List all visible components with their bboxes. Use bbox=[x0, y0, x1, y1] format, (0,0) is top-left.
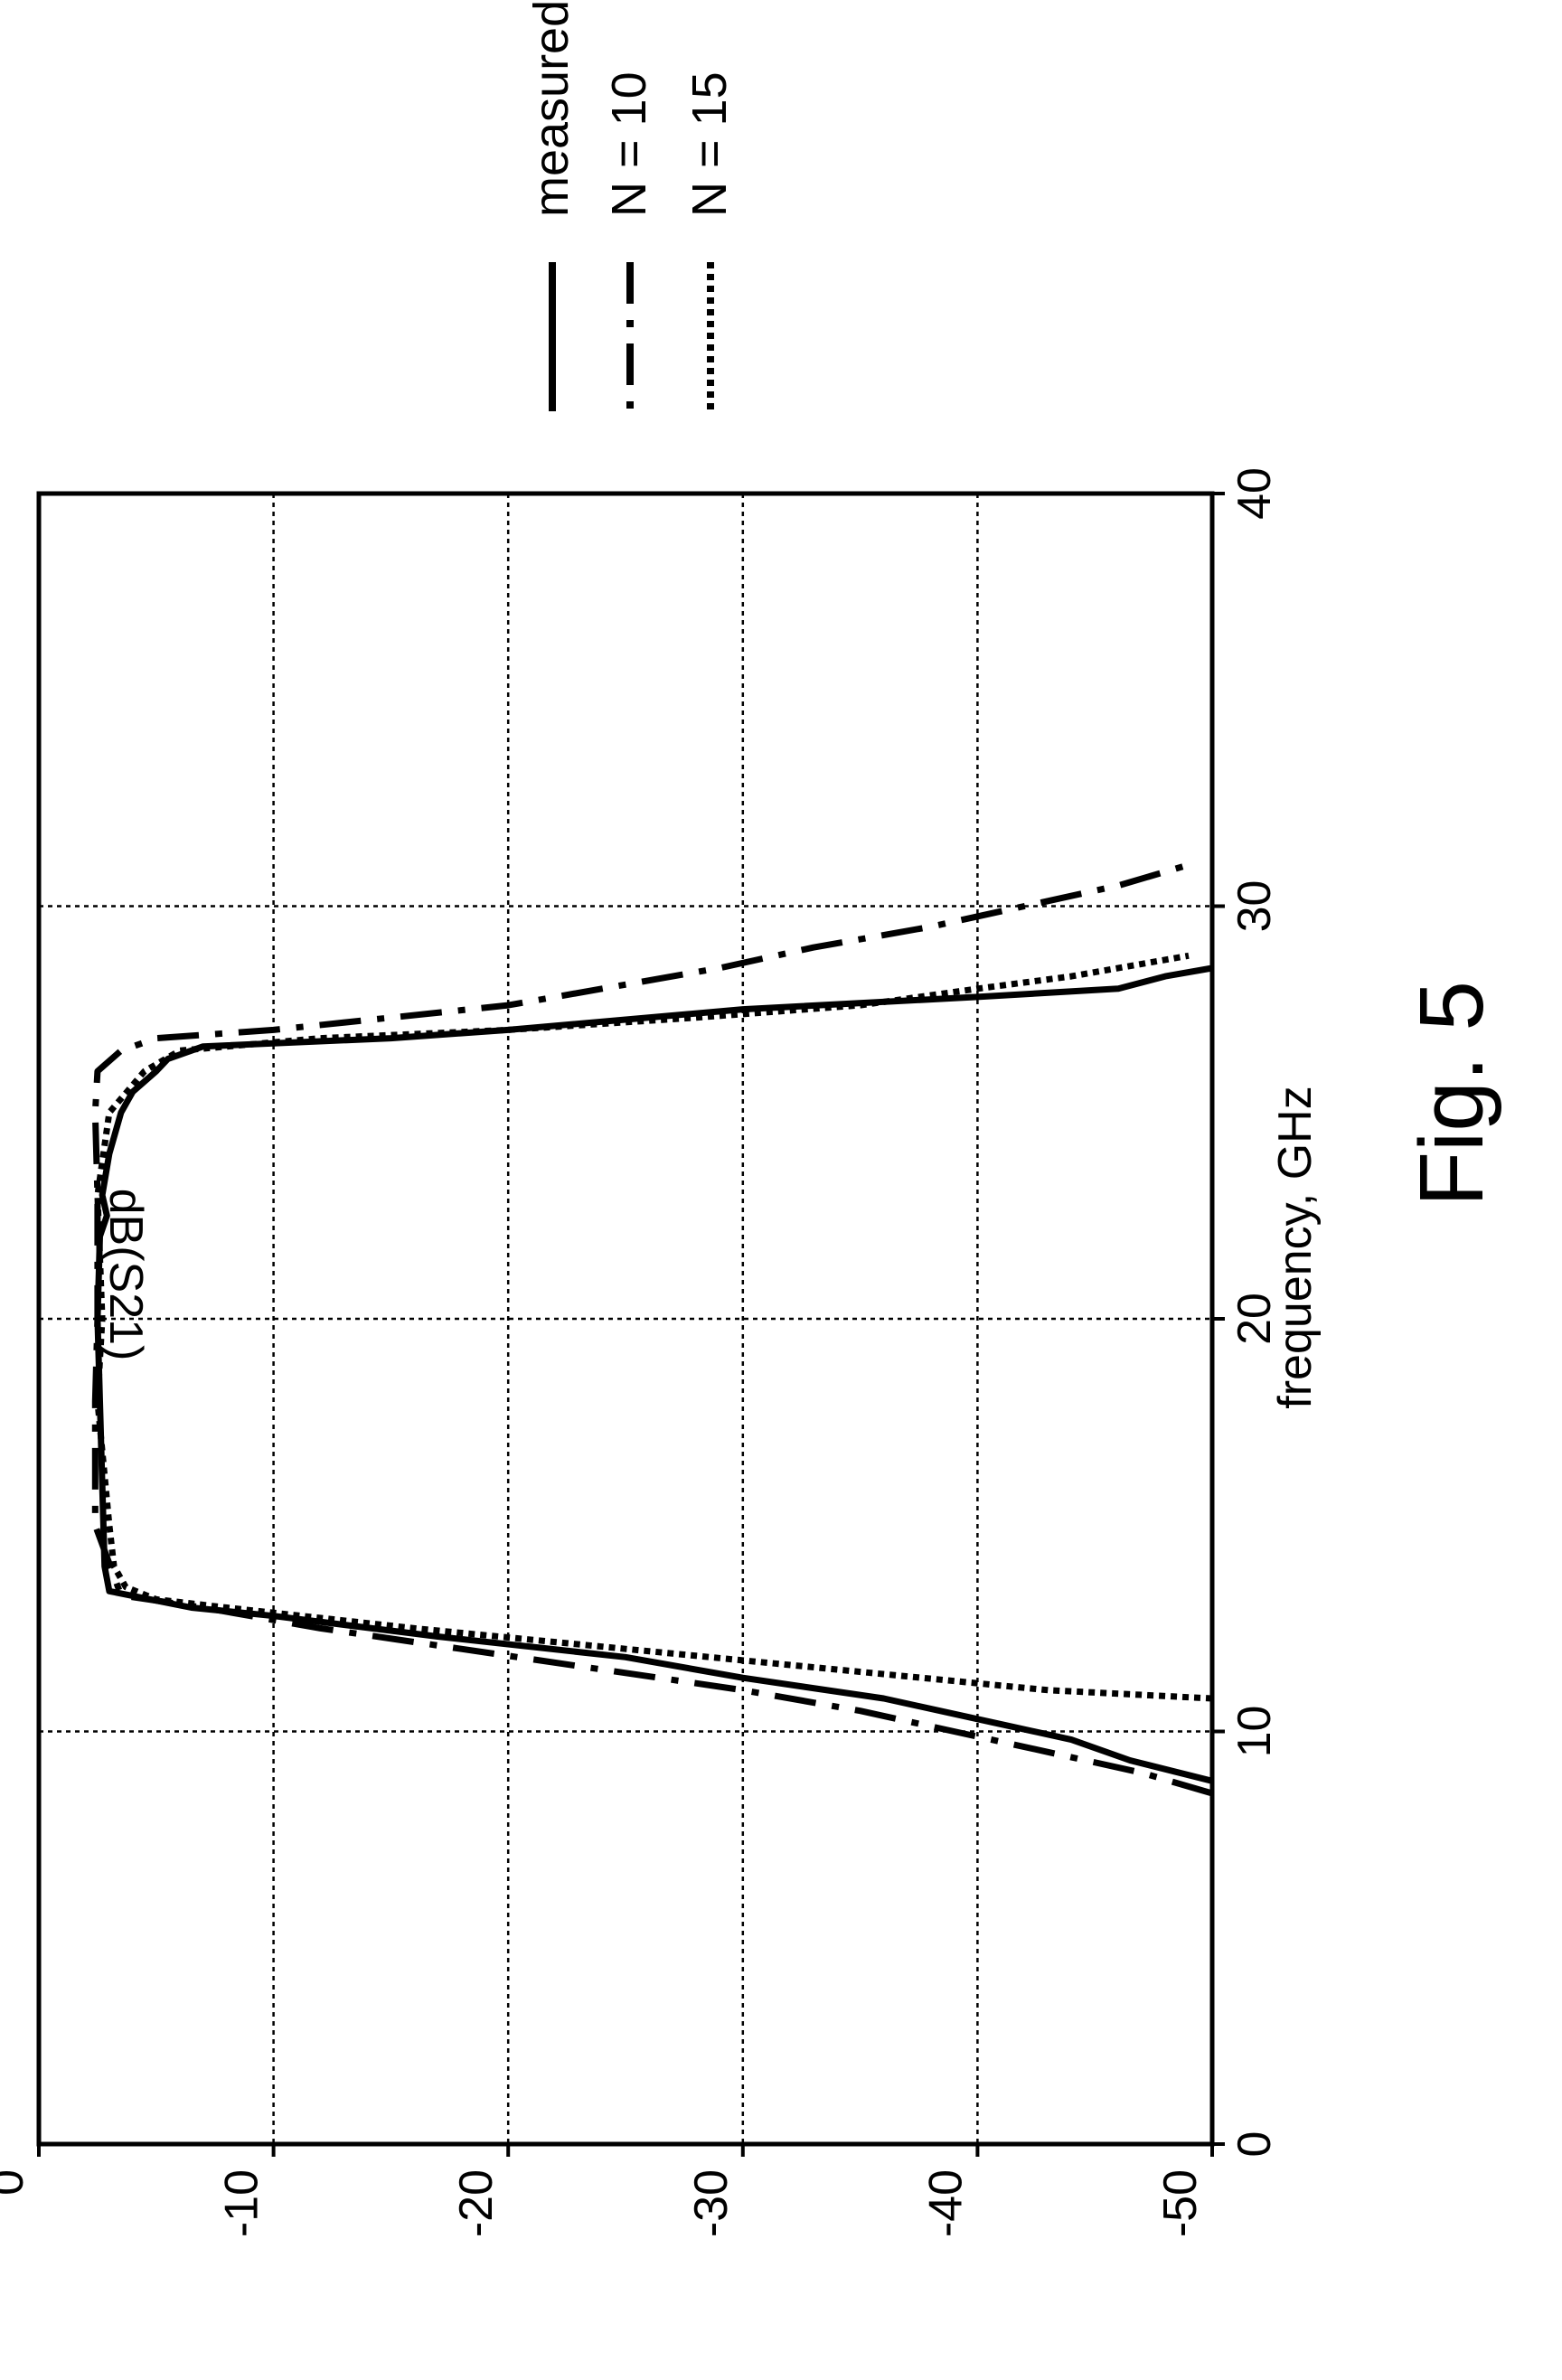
y-axis-label: dB(S21) bbox=[99, 1189, 152, 1361]
legend-label-measured: measured bbox=[524, 0, 579, 217]
legend-label-n15: N = 15 bbox=[682, 71, 737, 217]
x-tick-label: 30 bbox=[1228, 880, 1281, 933]
legend: measured N = 10 N = 15 bbox=[524, 0, 737, 411]
x-tick-label: 40 bbox=[1228, 467, 1281, 520]
x-tick-label: 0 bbox=[1228, 2131, 1281, 2158]
y-tick-label: -50 bbox=[1154, 2169, 1207, 2237]
data-series bbox=[91, 861, 1213, 1797]
y-tick-label: -10 bbox=[216, 2169, 268, 2237]
series-line-1 bbox=[91, 861, 1213, 1797]
x-axis-label: frequency, GHz bbox=[1269, 1086, 1322, 1408]
y-tick-label: -40 bbox=[919, 2169, 972, 2237]
y-tick-label: -30 bbox=[685, 2169, 738, 2237]
x-tick-label: 10 bbox=[1228, 1706, 1281, 1758]
axis-ticks: 0 10 20 30 40 0 -10 -20 -30 -40 -50 bbox=[0, 467, 1281, 2237]
y-tick-label: -20 bbox=[450, 2169, 503, 2237]
x-tick-label: 20 bbox=[1228, 1293, 1281, 1345]
series-line-2 bbox=[94, 952, 1213, 1702]
legend-label-n10: N = 10 bbox=[602, 71, 656, 217]
grid-lines bbox=[39, 494, 1212, 2144]
y-tick-label: 0 bbox=[0, 2169, 33, 2196]
figure-caption: Fig. 5 bbox=[1401, 981, 1502, 1207]
